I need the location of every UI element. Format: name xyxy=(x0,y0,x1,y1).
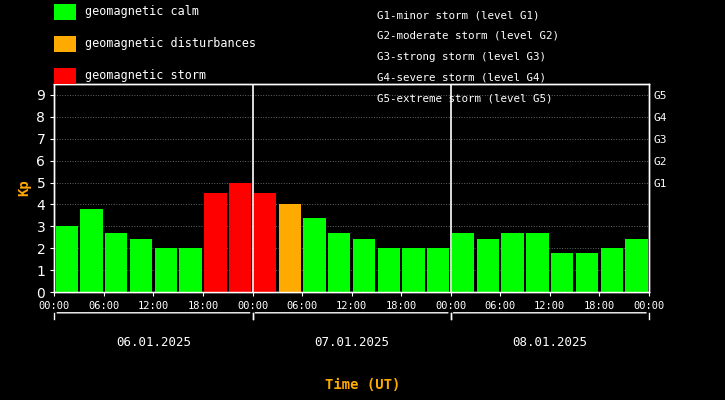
Bar xyxy=(328,233,350,292)
Bar xyxy=(427,248,450,292)
Text: Time (UT): Time (UT) xyxy=(325,378,400,392)
Bar xyxy=(254,194,276,292)
Text: 08.01.2025: 08.01.2025 xyxy=(513,336,587,349)
Bar xyxy=(477,240,499,292)
Text: 07.01.2025: 07.01.2025 xyxy=(314,336,389,349)
Text: 06.01.2025: 06.01.2025 xyxy=(116,336,191,349)
Text: geomagnetic calm: geomagnetic calm xyxy=(85,6,199,18)
Bar xyxy=(180,248,202,292)
Bar xyxy=(600,248,623,292)
Bar xyxy=(229,182,252,292)
Bar xyxy=(551,252,573,292)
Text: G3-strong storm (level G3): G3-strong storm (level G3) xyxy=(377,52,546,62)
Bar xyxy=(105,233,128,292)
Bar xyxy=(303,218,326,292)
Bar xyxy=(378,248,400,292)
Text: G4-severe storm (level G4): G4-severe storm (level G4) xyxy=(377,72,546,82)
Bar xyxy=(278,204,301,292)
Bar xyxy=(80,209,103,292)
Bar xyxy=(576,252,598,292)
Bar xyxy=(452,233,474,292)
Bar xyxy=(526,233,549,292)
Text: G2-moderate storm (level G2): G2-moderate storm (level G2) xyxy=(377,31,559,41)
Text: geomagnetic disturbances: geomagnetic disturbances xyxy=(85,38,256,50)
Bar xyxy=(154,248,177,292)
Text: G5-extreme storm (level G5): G5-extreme storm (level G5) xyxy=(377,93,552,103)
Bar xyxy=(130,240,152,292)
Bar xyxy=(56,226,78,292)
Y-axis label: Kp: Kp xyxy=(17,180,31,196)
Bar xyxy=(204,194,226,292)
Text: geomagnetic storm: geomagnetic storm xyxy=(85,70,206,82)
Bar xyxy=(626,240,647,292)
Bar xyxy=(502,233,523,292)
Bar xyxy=(353,240,375,292)
Text: G1-minor storm (level G1): G1-minor storm (level G1) xyxy=(377,10,539,20)
Bar xyxy=(402,248,425,292)
